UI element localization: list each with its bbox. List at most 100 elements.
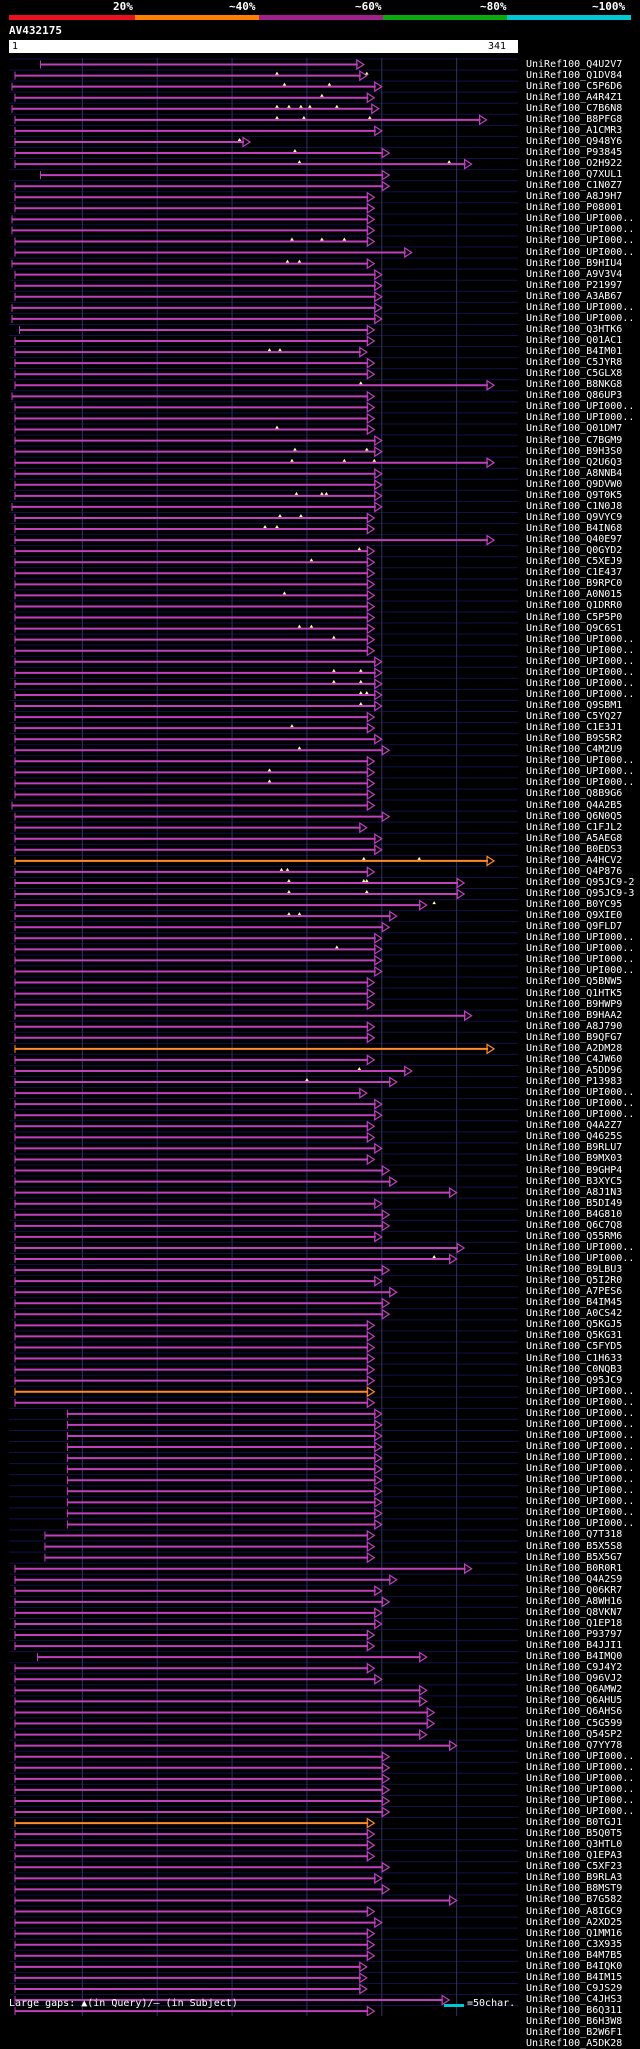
- hit-label[interactable]: UniRef100_Q7XUL1: [526, 169, 623, 181]
- hit-label[interactable]: UniRef100_B9RLU7: [526, 1142, 623, 1154]
- hit-label[interactable]: UniRef100_UPI000..: [526, 965, 635, 977]
- hit-label[interactable]: UniRef100_B8MST9: [526, 1883, 623, 1895]
- hit-label[interactable]: UniRef100_B2W6F1: [526, 2027, 623, 2039]
- hit-label[interactable]: UniRef100_Q06KR7: [526, 1584, 623, 1596]
- hit-label[interactable]: UniRef100_C7BGM9: [526, 434, 623, 446]
- hit-label[interactable]: UniRef100_UPI000..: [526, 213, 635, 225]
- hit-label[interactable]: UniRef100_A0N015: [526, 589, 623, 601]
- hit-label[interactable]: UniRef100_Q1HTK5: [526, 987, 623, 999]
- hit-label[interactable]: UniRef100_UPI000..: [526, 412, 635, 424]
- hit-label[interactable]: UniRef100_P93845: [526, 146, 623, 158]
- hit-label[interactable]: UniRef100_B9HAA2: [526, 1009, 623, 1021]
- hit-label[interactable]: UniRef100_Q1DV84: [526, 69, 623, 81]
- hit-label[interactable]: UniRef100_Q1EP18: [526, 1617, 623, 1629]
- hit-label[interactable]: UniRef100_Q9SBM1: [526, 699, 623, 711]
- hit-label[interactable]: UniRef100_Q4A2Z7: [526, 1120, 623, 1132]
- hit-label[interactable]: UniRef100_UPI000..: [526, 1418, 635, 1430]
- hit-label[interactable]: UniRef100_C9JS29: [526, 1982, 623, 1994]
- hit-label[interactable]: UniRef100_Q7T318: [526, 1529, 623, 1541]
- hit-label[interactable]: UniRef100_Q9T0K5: [526, 489, 623, 501]
- hit-label[interactable]: UniRef100_Q55RM6: [526, 1230, 623, 1242]
- hit-label[interactable]: UniRef100_A9V3V4: [526, 268, 623, 280]
- hit-label[interactable]: UniRef100_B5DI49: [526, 1197, 623, 1209]
- hit-label[interactable]: UniRef100_UPI000..: [526, 688, 635, 700]
- hit-label[interactable]: UniRef100_UPI000..: [526, 1750, 635, 1762]
- hit-label[interactable]: UniRef100_UPI000..: [526, 1518, 635, 1530]
- hit-label[interactable]: UniRef100_A8J9H7: [526, 191, 623, 203]
- hit-label[interactable]: UniRef100_Q9DVW0: [526, 478, 623, 490]
- hit-label[interactable]: UniRef100_C5P5P0: [526, 611, 623, 623]
- hit-label[interactable]: UniRef100_B4M7B5: [526, 1949, 623, 1961]
- hit-label[interactable]: UniRef100_Q1DRR0: [526, 600, 623, 612]
- hit-label[interactable]: UniRef100_C5XEJ9: [526, 556, 623, 568]
- hit-label[interactable]: UniRef100_UPI000..: [526, 1396, 635, 1408]
- hit-label[interactable]: UniRef100_A2XD25: [526, 1916, 623, 1928]
- hit-label[interactable]: UniRef100_B5X5G7: [526, 1551, 623, 1563]
- hit-label[interactable]: UniRef100_UPI000..: [526, 1429, 635, 1441]
- hit-label[interactable]: UniRef100_UPI000..: [526, 401, 635, 413]
- hit-label[interactable]: UniRef100_Q4A2S9: [526, 1573, 623, 1585]
- hit-label[interactable]: UniRef100_UPI000..: [526, 1761, 635, 1773]
- hit-label[interactable]: UniRef100_Q86UP3: [526, 390, 623, 402]
- hit-label[interactable]: UniRef100_B9RPC0: [526, 578, 623, 590]
- hit-label[interactable]: UniRef100_Q8VKN7: [526, 1606, 623, 1618]
- hit-label[interactable]: UniRef100_B9MX03: [526, 1153, 623, 1165]
- hit-label[interactable]: UniRef100_C5G599: [526, 1717, 623, 1729]
- hit-label[interactable]: UniRef100_A2DM28: [526, 1042, 623, 1054]
- hit-label[interactable]: UniRef100_B9S5R2: [526, 733, 623, 745]
- hit-label[interactable]: UniRef100_C9J4Y2: [526, 1662, 623, 1674]
- hit-label[interactable]: UniRef100_B6Q311: [526, 2005, 623, 2017]
- hit-label[interactable]: UniRef100_B9RLA3: [526, 1872, 623, 1884]
- hit-label[interactable]: UniRef100_Q1EPA3: [526, 1850, 623, 1862]
- hit-label[interactable]: UniRef100_UPI000..: [526, 1805, 635, 1817]
- hit-label[interactable]: UniRef100_A8J1N3: [526, 1186, 623, 1198]
- hit-label[interactable]: UniRef100_UPI000..: [526, 766, 635, 778]
- hit-label[interactable]: UniRef100_UPI000..: [526, 1098, 635, 1110]
- hit-label[interactable]: UniRef100_UPI000..: [526, 1485, 635, 1497]
- hit-label[interactable]: UniRef100_UPI000..: [526, 246, 635, 258]
- hit-label[interactable]: UniRef100_UPI000..: [526, 1496, 635, 1508]
- hit-label[interactable]: UniRef100_B7G582: [526, 1894, 623, 1906]
- hit-label[interactable]: UniRef100_B4JJI1: [526, 1640, 623, 1652]
- hit-label[interactable]: UniRef100_UPI000..: [526, 235, 635, 247]
- hit-label[interactable]: UniRef100_UPI000..: [526, 777, 635, 789]
- hit-label[interactable]: UniRef100_UPI000..: [526, 677, 635, 689]
- hit-label[interactable]: UniRef100_UPI000..: [526, 224, 635, 236]
- hit-label[interactable]: UniRef100_C4JHS3: [526, 1994, 623, 2005]
- hit-label[interactable]: UniRef100_Q96VJ2: [526, 1673, 623, 1685]
- hit-label[interactable]: UniRef100_Q4A2B5: [526, 799, 623, 811]
- hit-label[interactable]: UniRef100_Q01DM7: [526, 423, 623, 435]
- hit-label[interactable]: UniRef100_Q3HTL0: [526, 1839, 623, 1851]
- hit-label[interactable]: UniRef100_Q2U6Q3: [526, 456, 623, 468]
- hit-label[interactable]: UniRef100_B9LBU3: [526, 1264, 623, 1276]
- hit-label[interactable]: UniRef100_P21997: [526, 279, 623, 291]
- hit-label[interactable]: UniRef100_Q95JC9-3: [526, 888, 635, 899]
- hit-label[interactable]: UniRef100_B3XYC5: [526, 1175, 623, 1187]
- hit-label[interactable]: UniRef100_UPI000..: [526, 954, 635, 966]
- hit-label[interactable]: UniRef100_UPI000..: [526, 1772, 635, 1784]
- hit-label[interactable]: UniRef100_B4IM15: [526, 1971, 623, 1983]
- hit-label[interactable]: UniRef100_A7PES6: [526, 1286, 623, 1298]
- hit-label[interactable]: UniRef100_UPI000..: [526, 1241, 635, 1253]
- hit-label[interactable]: UniRef100_A1CMR3: [526, 124, 623, 136]
- hit-label[interactable]: UniRef100_A8IGC9: [526, 1905, 623, 1917]
- hit-label[interactable]: UniRef100_B9H3S0: [526, 445, 623, 457]
- hit-label[interactable]: UniRef100_UPI000..: [526, 655, 635, 667]
- hit-label[interactable]: UniRef100_Q948Y6: [526, 135, 623, 147]
- hit-label[interactable]: UniRef100_Q9FLD7: [526, 921, 623, 933]
- hit-label[interactable]: UniRef100_C0NQB3: [526, 1363, 623, 1375]
- hit-label[interactable]: UniRef100_B5X5S8: [526, 1540, 623, 1552]
- hit-label[interactable]: UniRef100_Q54SP2: [526, 1728, 623, 1740]
- hit-label[interactable]: UniRef100_UPI000..: [526, 1087, 635, 1099]
- hit-label[interactable]: UniRef100_A8NNB4: [526, 467, 623, 479]
- hit-label[interactable]: UniRef100_B9QFG7: [526, 1031, 623, 1043]
- hit-label[interactable]: UniRef100_Q95JC9-2: [526, 876, 635, 888]
- hit-label[interactable]: UniRef100_A4R4Z1: [526, 91, 623, 103]
- hit-label[interactable]: UniRef100_C5GLX8: [526, 368, 623, 380]
- hit-label[interactable]: UniRef100_B4IMQ0: [526, 1651, 623, 1663]
- hit-label[interactable]: UniRef100_UPI000..: [526, 644, 635, 656]
- hit-label[interactable]: UniRef100_Q95JC9: [526, 1374, 623, 1386]
- hit-label[interactable]: UniRef100_UPI000..: [526, 633, 635, 645]
- hit-label[interactable]: UniRef100_Q3HTK6: [526, 323, 623, 335]
- hit-label[interactable]: UniRef100_Q1MM16: [526, 1927, 623, 1939]
